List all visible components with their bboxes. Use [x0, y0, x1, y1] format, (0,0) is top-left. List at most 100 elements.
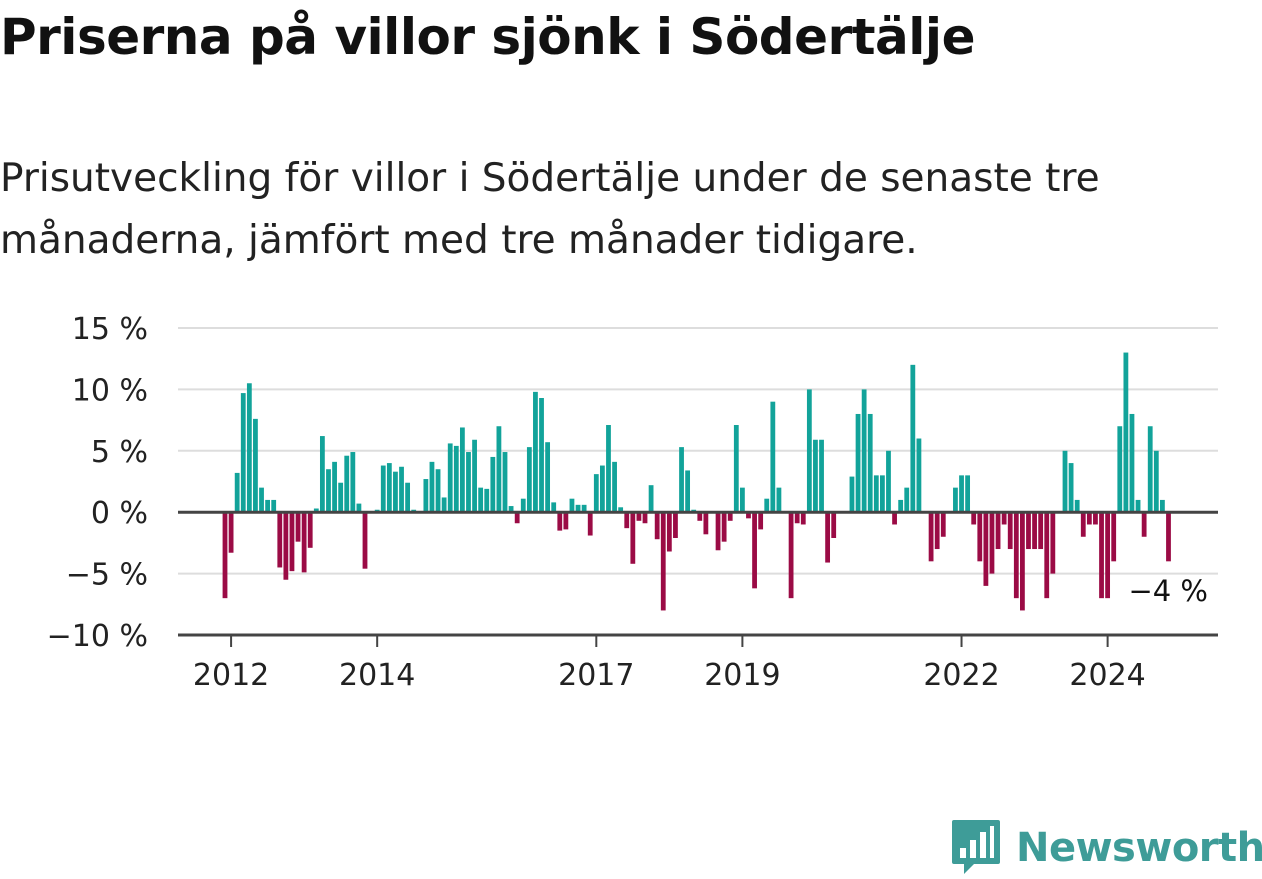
bar — [259, 487, 264, 513]
bar — [575, 504, 581, 513]
bar — [1093, 512, 1098, 525]
bar — [380, 465, 386, 513]
bar — [971, 512, 977, 525]
bar — [1111, 512, 1117, 562]
bar — [557, 512, 563, 531]
bar — [1123, 352, 1129, 513]
bar — [307, 512, 313, 548]
bar — [326, 469, 331, 513]
bar — [277, 512, 283, 568]
bar — [1080, 512, 1086, 537]
bar — [405, 482, 411, 513]
x-tick-label: 2017 — [558, 658, 634, 693]
bar — [466, 452, 471, 513]
bar — [545, 442, 551, 513]
bar — [806, 389, 812, 513]
y-tick-label: −5 % — [66, 558, 148, 593]
bar — [581, 504, 587, 513]
x-tick-label: 2024 — [1069, 658, 1145, 693]
bar — [1147, 426, 1153, 513]
bar — [721, 512, 727, 542]
bar — [459, 427, 465, 513]
bar — [313, 508, 319, 513]
gridlines — [178, 327, 1218, 575]
bar — [246, 383, 252, 513]
bar — [453, 445, 459, 513]
y-tick-label: −10 % — [47, 619, 148, 654]
y-tick-label: 15 % — [72, 312, 148, 347]
bar — [240, 393, 246, 513]
bar — [283, 512, 289, 580]
bar — [697, 512, 703, 521]
bar — [344, 455, 350, 513]
bar — [393, 471, 398, 513]
bar-chart: 15 % 10 % 5 % 0 % −5 % −10 % 2012 2014 2017 2019… — [47, 312, 1218, 693]
bar — [673, 512, 678, 538]
bar — [1099, 512, 1104, 599]
bar — [849, 476, 855, 513]
bar — [788, 512, 794, 599]
bar — [228, 512, 234, 553]
x-axis-labels: 2012 2014 2017 2019 2022 2024 — [193, 658, 1146, 693]
chart-subtitle: Prisutveckling för villor i Södertälje u… — [0, 156, 1100, 263]
bar — [995, 512, 1001, 550]
bar — [587, 512, 593, 536]
bar — [533, 391, 538, 513]
bar — [758, 512, 764, 530]
bar — [362, 512, 368, 569]
bar — [630, 512, 636, 564]
bar — [1117, 426, 1123, 513]
bar — [703, 512, 709, 535]
bar — [1038, 512, 1044, 550]
bar — [563, 512, 569, 530]
axes — [178, 510, 1218, 647]
bar — [234, 472, 240, 513]
bar — [867, 413, 873, 513]
bar — [831, 512, 837, 538]
bar — [599, 465, 605, 513]
bar — [1062, 450, 1068, 513]
bar — [861, 389, 867, 513]
bar — [551, 502, 557, 513]
bar — [764, 498, 770, 513]
bar — [478, 487, 484, 513]
bar — [733, 425, 739, 513]
bar — [776, 487, 782, 513]
bar — [1026, 512, 1031, 550]
bar — [338, 482, 344, 513]
bar — [953, 487, 958, 513]
x-tick-label: 2014 — [339, 658, 415, 693]
bar — [289, 512, 295, 572]
bar — [1013, 512, 1019, 599]
bar — [1001, 512, 1007, 525]
bar — [977, 512, 983, 562]
bar — [502, 452, 508, 513]
bar — [660, 512, 666, 611]
bar — [819, 439, 824, 513]
bar — [332, 461, 337, 513]
bar — [873, 475, 879, 513]
bar — [910, 364, 916, 513]
bar — [770, 401, 776, 513]
logo-wordmark: Newsworthy — [1016, 825, 1262, 871]
bar — [1160, 499, 1165, 513]
newsworthy-logo: Newsworthy — [950, 818, 1262, 878]
bar — [1032, 512, 1037, 550]
bar — [965, 475, 971, 513]
bar — [423, 479, 429, 513]
bar — [435, 469, 441, 513]
chart-title: Priserna på villor sjönk i Södertälje — [0, 8, 975, 66]
bar — [429, 461, 435, 513]
bar — [752, 512, 757, 589]
bar — [526, 447, 532, 513]
bar — [618, 507, 624, 513]
bar — [685, 470, 691, 513]
bar — [508, 506, 514, 513]
bar — [989, 512, 995, 574]
bar — [539, 398, 544, 513]
bar — [606, 425, 611, 513]
bar — [959, 475, 964, 513]
bar — [319, 436, 325, 513]
bar — [886, 450, 891, 513]
bar — [855, 413, 861, 513]
